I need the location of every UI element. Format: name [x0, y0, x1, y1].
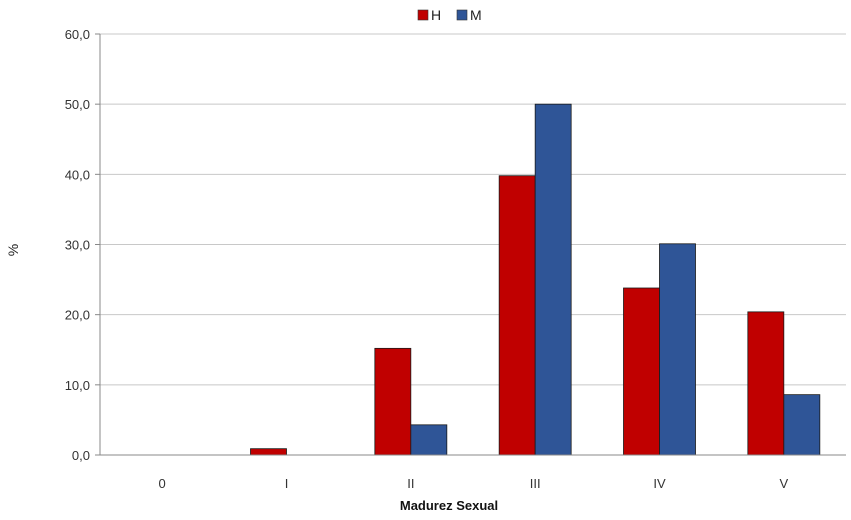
x-tick-label: III	[530, 476, 541, 491]
bar-h-5	[747, 311, 785, 456]
bars-layer	[250, 103, 821, 456]
grid-layer	[100, 33, 846, 386]
y-tick-label: 50,0	[65, 97, 90, 112]
legend: H M	[417, 7, 482, 23]
legend-swatch-m	[456, 9, 468, 21]
y-tick-label: 0,0	[72, 448, 90, 463]
y-tick-label: 20,0	[65, 308, 90, 323]
y-tick-label: 40,0	[65, 167, 90, 182]
legend-label-m: M	[470, 7, 482, 23]
x-axis-title: Madurez Sexual	[400, 498, 498, 513]
x-tick-label: 0	[159, 476, 166, 491]
x-tick-label: II	[407, 476, 414, 491]
bar-m-3	[534, 103, 572, 456]
bar-h-4	[623, 287, 660, 456]
y-tick-label: 10,0	[65, 378, 90, 393]
y-tick-label: 60,0	[65, 27, 90, 42]
bar-m-4	[659, 243, 696, 456]
bar-m-5	[783, 394, 821, 456]
bar-m-2	[410, 424, 448, 456]
x-tick-label: V	[779, 476, 788, 491]
x-tick-label: IV	[653, 476, 666, 491]
bar-h-2	[374, 347, 412, 456]
legend-swatch-h	[417, 9, 429, 21]
y-tick-label: 30,0	[65, 238, 90, 253]
legend-label-h: H	[431, 7, 441, 23]
y-axis-title: %	[5, 244, 21, 256]
axes-layer: 0,010,020,030,040,050,060,00 I II III IV V	[65, 27, 846, 491]
bar-h-1	[250, 448, 287, 456]
bar-h-3	[498, 175, 536, 456]
x-tick-label: I	[285, 476, 289, 491]
